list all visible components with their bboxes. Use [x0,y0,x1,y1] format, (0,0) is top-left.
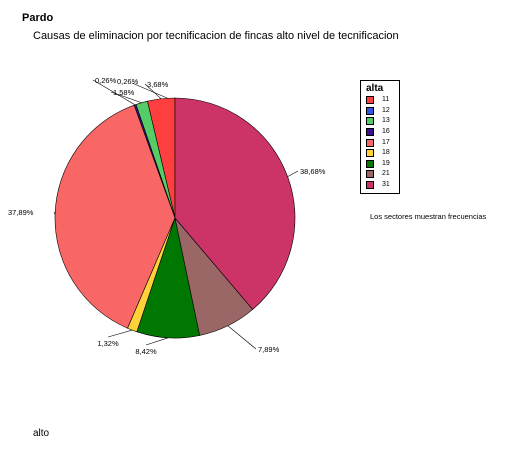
legend-label: 13 [382,117,390,125]
legend-label: 19 [382,159,390,167]
leader-line-16 [92,79,136,106]
leader-line-18 [107,329,133,338]
slice-label-19: 8,42% [135,347,157,356]
frequency-note: Los sectores muestran frecuencias [370,212,487,221]
legend-swatch [366,181,374,190]
legend-item-16: 16 [361,127,399,138]
legend-item-11: 11 [361,95,399,106]
legend-swatch [366,159,374,168]
slice-label-18: 1,32% [97,339,119,348]
variable-label: alto [33,428,50,439]
legend-item-31: 31 [361,180,399,191]
legend-swatch [366,170,374,179]
leader-line-19 [145,337,169,346]
slice-label-21: 7,89% [258,345,280,354]
legend-item-18: 18 [361,148,399,159]
leader-line-17 [53,211,56,215]
legend-item-19: 19 [361,159,399,170]
legend-label: 12 [382,106,390,114]
legend-label: 16 [382,128,390,136]
legend-label: 18 [382,149,390,157]
legend-label: 17 [382,138,390,146]
leader-line-21 [227,325,257,350]
chart-title: Pardo [22,12,54,24]
leader-line-31 [287,170,299,177]
chart-legend: alta 11 12 13 16 17 18 19 21 31 [360,80,400,195]
legend-swatch [366,106,374,115]
legend-swatch [366,138,374,147]
legend-title: alta [366,83,384,94]
leader-line-11 [144,83,162,100]
legend-swatch [366,128,374,137]
legend-label: 21 [382,170,390,178]
pie-slice-17 [54,104,176,329]
legend-item-13: 13 [361,116,399,127]
slice-label-extra: 0,26% [117,77,139,86]
legend-label: 31 [382,181,390,189]
slice-label-13: 1,58% [113,88,135,97]
chart-subtitle: Causas de eliminacion por tecnificacion … [33,30,399,42]
legend-swatch [366,149,374,158]
legend-item-21: 21 [361,169,399,180]
slice-label-31: 38,68% [300,167,326,176]
legend-item-17: 17 [361,137,399,148]
legend-item-12: 12 [361,106,399,117]
slice-label-17: 37,89% [8,208,34,217]
legend-label: 11 [382,96,390,104]
slice-label-11: 3,68% [147,80,169,89]
leader-line-extra [131,82,168,99]
pie-slice-31 [174,97,296,310]
legend-swatch [366,117,374,126]
legend-swatch [366,96,374,105]
slice-label-16: 0,26% [95,76,117,85]
